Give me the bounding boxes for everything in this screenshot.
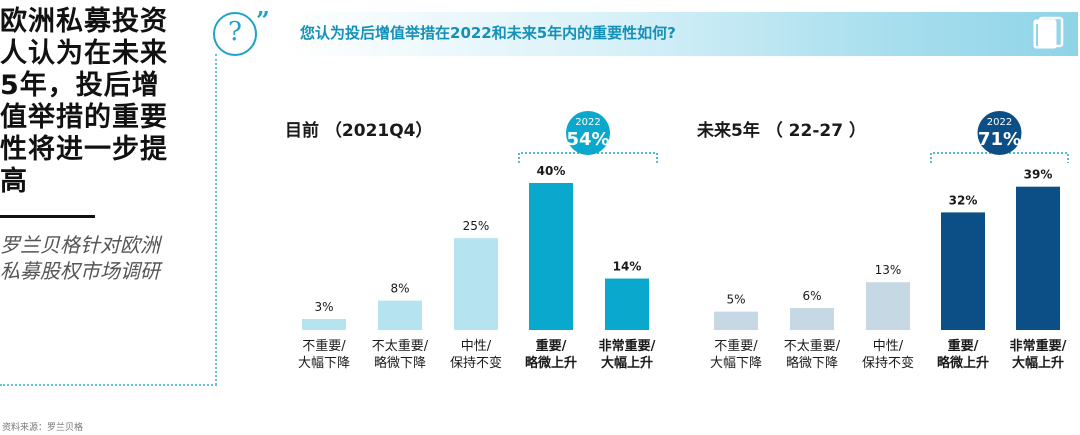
value-label: 25% [463,219,490,233]
bracket-line [518,152,658,163]
category-label: 大幅下降 [710,356,762,371]
badge-value: 54% [566,129,609,150]
category-label: 保持不变 [862,355,914,371]
category-label: 保持不变 [450,355,502,371]
bar [605,278,649,330]
question-banner [290,12,1078,56]
badge-year: 2022 [575,117,600,128]
value-label: 8% [390,282,409,296]
value-label: 40% [537,164,566,178]
panel-border-right [215,54,219,385]
chart-title: 未来5年 （ 22-27 ） [696,120,866,141]
category-label: 重要/ [948,338,979,354]
category-label: 略微下降 [374,355,426,371]
category-label: 大幅下降 [298,356,350,371]
bar [941,212,985,330]
quote-icon: ” [256,6,270,35]
source-note: 资料来源：罗兰贝格 [2,423,84,433]
value-label: 14% [613,260,642,274]
value-label: 5% [726,293,745,307]
category-label: 不太重要/ [372,338,429,354]
badge-value: 71% [978,129,1021,150]
bar [866,282,910,330]
value-label: 39% [1024,168,1053,182]
category-label: 非常重要/ [599,338,656,354]
category-label: 不重要/ [302,338,346,354]
value-label: 6% [802,289,821,303]
bar [714,311,758,330]
bar [454,238,498,330]
sidebar-divider [0,215,95,218]
bar [378,300,422,330]
value-label: 13% [875,263,902,277]
question-text: 您认为投后增值举措在2022和未来5年内的重要性如何? [300,24,676,42]
chart-title: 目前 （2021Q4） [285,120,433,141]
category-label: 不太重要/ [784,338,841,354]
bar [529,183,573,330]
value-label: 3% [314,300,333,314]
category-label: 重要/ [536,338,567,354]
sidebar-subtitle: 罗兰贝格针对欧洲 私募股权市场调研 [0,233,160,283]
panel-border-bottom [0,384,217,388]
category-label: 大幅上升 [1012,355,1064,371]
badge-circle [977,111,1022,155]
badge-year: 2022 [987,117,1012,128]
sidebar-title: 欧洲私募投资 人认为在未来 5年，投后增 值举措的重要 性将进一步提 高 [0,6,168,197]
book-icon [1033,16,1064,49]
category-label: 略微下降 [786,355,838,371]
bar [302,318,346,330]
badge-circle [566,111,610,155]
bar [1016,186,1060,330]
question-icon: ? [213,12,257,56]
category-label: 不重要/ [714,338,758,354]
bracket-line [930,152,1069,163]
category-label: 略微上升 [937,355,989,371]
category-label: 中性/ [461,339,492,354]
category-label: 中性/ [873,339,904,354]
category-label: 非常重要/ [1010,338,1067,354]
value-label: 32% [949,193,978,207]
category-label: 略微上升 [525,355,577,371]
bar [790,307,834,330]
category-label: 大幅上升 [601,355,653,371]
